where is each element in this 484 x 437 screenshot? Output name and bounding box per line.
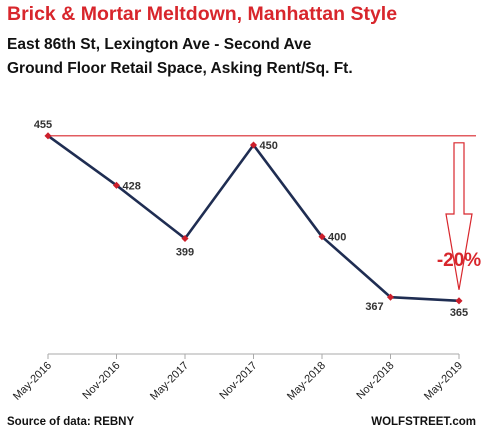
data-point <box>249 141 258 149</box>
decline-percent-label: -20% <box>437 250 481 271</box>
data-label: 365 <box>450 307 468 319</box>
chart-subtitle-line-2: Ground Floor Retail Space, Asking Rent/S… <box>7 60 353 77</box>
x-tick-label: May-2018 <box>285 360 328 403</box>
source-note: Source of data: REBNY <box>7 416 135 428</box>
data-label: 455 <box>34 119 52 131</box>
x-tick-label: May-2019 <box>422 360 465 403</box>
data-label: 400 <box>328 232 346 244</box>
data-point <box>44 132 52 140</box>
data-point <box>455 297 463 305</box>
x-tick-label: Nov-2018 <box>354 360 396 402</box>
brand-label: WOLFSTREET.com <box>371 416 476 428</box>
x-tick-label: Nov-2016 <box>80 360 122 402</box>
data-label: 367 <box>365 301 383 313</box>
decline-arrow <box>445 142 473 290</box>
data-point <box>112 181 121 189</box>
data-label: 428 <box>123 180 141 192</box>
series-line <box>47 134 460 303</box>
x-tick-label: Nov-2017 <box>217 360 259 402</box>
chart-subtitle-line-1: East 86th St, Lexington Ave - Second Ave <box>7 36 312 53</box>
data-point <box>386 293 395 301</box>
x-tick-label: May-2017 <box>148 360 191 403</box>
data-label: 399 <box>176 247 194 259</box>
x-tick-label: May-2016 <box>11 360 54 403</box>
data-point <box>181 234 189 243</box>
chart-title: Brick & Mortar Meltdown, Manhattan Style <box>7 3 398 25</box>
data-point <box>318 233 326 241</box>
data-label: 450 <box>260 140 278 152</box>
